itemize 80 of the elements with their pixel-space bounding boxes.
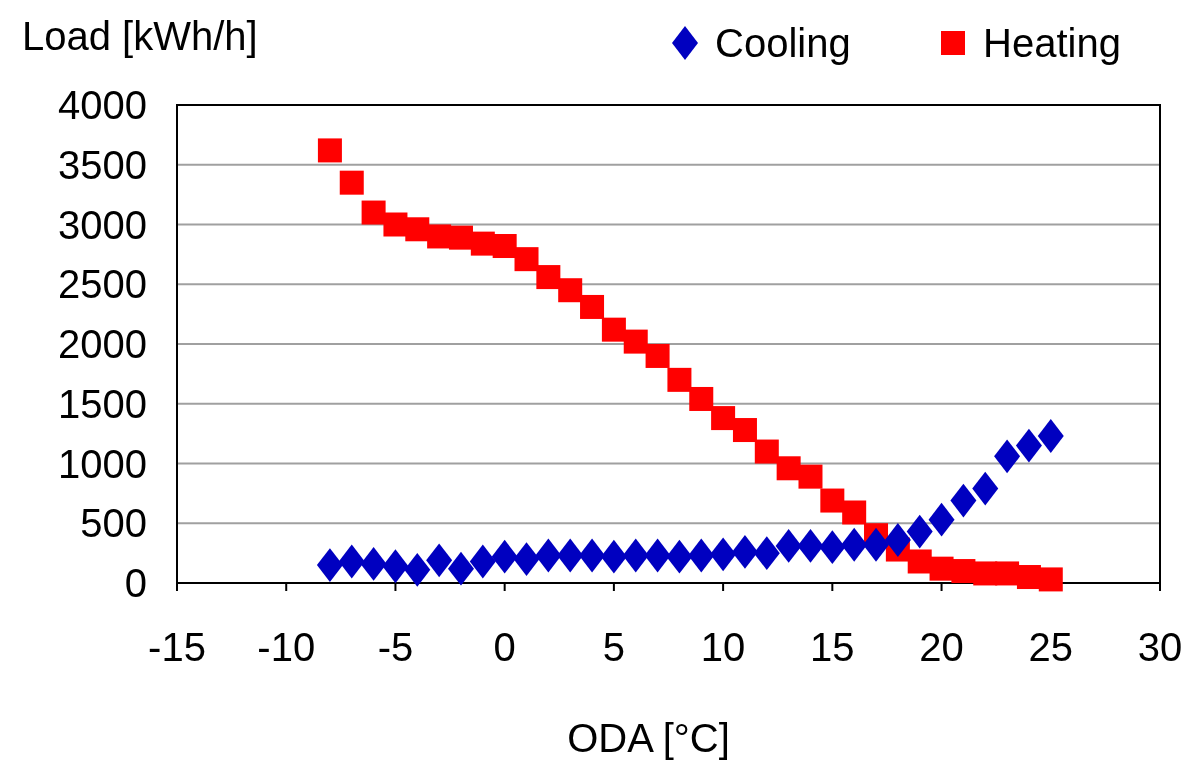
x-tick-label: 5 (602, 625, 626, 669)
point (884, 523, 911, 557)
y-tick-label: 4000 (58, 83, 147, 127)
point (601, 317, 626, 342)
point (753, 536, 780, 571)
point (906, 514, 933, 549)
x-tick-label: 25 (1028, 625, 1074, 669)
point (622, 538, 649, 573)
point (710, 537, 737, 572)
point (688, 538, 715, 573)
point (623, 329, 648, 354)
y-tick-label: 3500 (58, 142, 147, 187)
point (797, 529, 824, 563)
point (469, 544, 496, 579)
point (535, 538, 562, 573)
point (339, 170, 364, 195)
point (317, 138, 342, 163)
point (383, 212, 408, 237)
point (1037, 419, 1064, 453)
y-tick-label: 500 (80, 501, 147, 546)
x-tick-label: 15 (810, 625, 855, 669)
point (360, 546, 387, 581)
x-tick-label: 20 (919, 625, 964, 669)
point (841, 527, 868, 562)
y-tick-label: 1500 (58, 381, 147, 426)
point (667, 367, 692, 392)
point (316, 548, 343, 582)
point (491, 539, 518, 574)
point (514, 247, 539, 272)
point (558, 278, 583, 303)
point (1015, 428, 1042, 463)
point (754, 439, 779, 464)
x-tick-label: -5 (377, 625, 414, 669)
x-tick-label: -15 (148, 625, 206, 669)
point (536, 265, 561, 290)
y-tick-label: 0 (124, 561, 147, 605)
point (338, 544, 365, 579)
point (557, 538, 584, 573)
point (361, 200, 386, 225)
point (731, 535, 758, 569)
point (404, 552, 431, 587)
point (492, 234, 517, 259)
point (820, 488, 845, 513)
point (600, 539, 627, 574)
point (513, 542, 540, 576)
y-tick-label: 3000 (58, 202, 147, 247)
point (775, 529, 802, 563)
point (907, 549, 932, 574)
x-tick-label: 0 (493, 625, 516, 669)
point (426, 543, 453, 578)
point (994, 439, 1021, 474)
point (644, 538, 671, 573)
point (580, 294, 605, 319)
point (819, 530, 846, 565)
point (711, 406, 736, 431)
point (1038, 567, 1063, 592)
x-tick-label: -10 (257, 625, 316, 669)
point (645, 343, 670, 368)
y-tick-label: 2000 (58, 322, 147, 366)
y-tick-label: 1000 (58, 441, 147, 486)
point (972, 471, 999, 506)
point (689, 386, 714, 411)
legend-label: Cooling (715, 21, 851, 65)
point (382, 549, 409, 584)
point (798, 464, 823, 489)
point (732, 418, 757, 443)
x-axis-title: ODA [°C] (567, 716, 730, 760)
legend-label: Heating (983, 21, 1121, 65)
point (842, 500, 867, 525)
x-tick-label: 10 (700, 625, 746, 669)
point (666, 539, 693, 574)
y-axis-title: Load [kWh/h] (22, 14, 258, 58)
x-tick-label: 30 (1137, 625, 1183, 669)
y-tick-label: 2500 (58, 262, 147, 307)
point (776, 456, 801, 481)
point (928, 502, 955, 537)
point (579, 538, 606, 573)
point (447, 551, 474, 586)
point (863, 527, 890, 562)
point (950, 483, 977, 518)
